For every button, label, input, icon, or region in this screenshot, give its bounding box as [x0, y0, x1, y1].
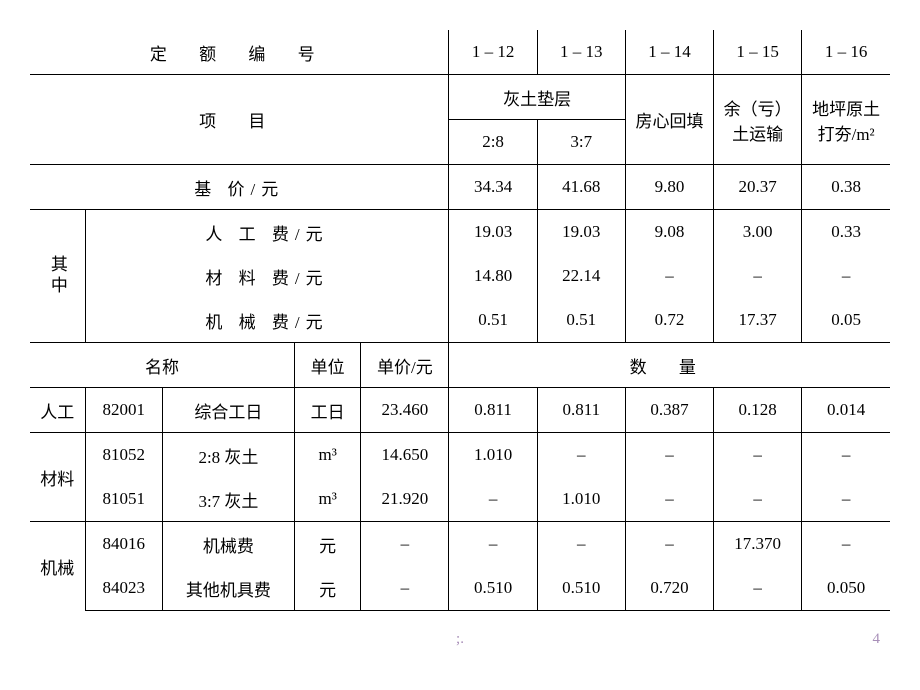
page-number: 4	[873, 631, 881, 648]
material-v4: –	[714, 254, 802, 298]
labor-v3: 9.08	[625, 210, 713, 255]
ratio-28: 2:8	[449, 120, 537, 165]
house-fill-header: 房心回填	[625, 75, 713, 165]
mat1-q5: –	[802, 433, 890, 478]
surplus-soil-header: 余（亏）土运输	[714, 75, 802, 165]
mat2-unit: m³	[295, 477, 361, 522]
breakdown-group: 其中	[30, 210, 85, 343]
labor-name: 综合工日	[162, 388, 294, 433]
mat2-q1: –	[449, 477, 537, 522]
base-price-v2: 41.68	[537, 165, 625, 210]
labor-q5: 0.014	[802, 388, 890, 433]
machine-v5: 0.05	[802, 298, 890, 343]
mach1-q3: –	[625, 522, 713, 567]
mat2-q5: –	[802, 477, 890, 522]
mach1-q4: 17.370	[714, 522, 802, 567]
material-v2: 22.14	[537, 254, 625, 298]
mach2-q5: 0.050	[802, 566, 890, 611]
mach2-q4: –	[714, 566, 802, 611]
material-v1: 14.80	[449, 254, 537, 298]
mat1-q4: –	[714, 433, 802, 478]
machine-v2: 0.51	[537, 298, 625, 343]
mach2-q2: 0.510	[537, 566, 625, 611]
base-price-v1: 34.34	[449, 165, 537, 210]
mach2-price: –	[361, 566, 449, 611]
material-v5: –	[802, 254, 890, 298]
mat1-code: 81052	[85, 433, 162, 478]
labor-v5: 0.33	[802, 210, 890, 255]
machine-group: 机械	[30, 522, 85, 611]
mat2-q3: –	[625, 477, 713, 522]
labor-group: 人工	[30, 388, 85, 433]
mach1-name: 机械费	[162, 522, 294, 567]
labor-fee-label: 人 工 费/元	[85, 210, 449, 255]
labor-q4: 0.128	[714, 388, 802, 433]
mach2-code: 84023	[85, 566, 162, 611]
labor-q2: 0.811	[537, 388, 625, 433]
code-3: 1 – 14	[625, 30, 713, 75]
mach1-q2: –	[537, 522, 625, 567]
material-group: 材料	[30, 433, 85, 522]
labor-price: 23.460	[361, 388, 449, 433]
mach1-code: 84016	[85, 522, 162, 567]
base-price-v3: 9.80	[625, 165, 713, 210]
mat2-q4: –	[714, 477, 802, 522]
material-v3: –	[625, 254, 713, 298]
material-fee-label: 材 料 费/元	[85, 254, 449, 298]
unit-header: 单位	[295, 343, 361, 388]
mat1-q1: 1.010	[449, 433, 537, 478]
machine-v4: 17.37	[714, 298, 802, 343]
labor-v2: 19.03	[537, 210, 625, 255]
mach1-q1: –	[449, 522, 537, 567]
mat1-q2: –	[537, 433, 625, 478]
labor-q1: 0.811	[449, 388, 537, 433]
mat2-price: 21.920	[361, 477, 449, 522]
code-2: 1 – 13	[537, 30, 625, 75]
mach2-unit: 元	[295, 566, 361, 611]
mat2-name: 3:7 灰土	[162, 477, 294, 522]
footer-center: ;.	[30, 631, 890, 648]
labor-unit: 工日	[295, 388, 361, 433]
machine-fee-label: 机 械 费/元	[85, 298, 449, 343]
name-header: 名称	[30, 343, 295, 388]
labor-v1: 19.03	[449, 210, 537, 255]
mat1-price: 14.650	[361, 433, 449, 478]
ratio-37: 3:7	[537, 120, 625, 165]
quantity-header: 数 量	[449, 343, 890, 388]
code-label: 定 额 编 号	[30, 30, 449, 75]
ground-tamp-header: 地坪原土打夯/m²	[802, 75, 890, 165]
lime-soil-header: 灰土垫层	[449, 75, 625, 120]
base-price-label: 基 价/元	[30, 165, 449, 210]
mat2-q2: 1.010	[537, 477, 625, 522]
mat1-unit: m³	[295, 433, 361, 478]
project-label: 项 目	[30, 75, 449, 165]
mach2-name: 其他机具费	[162, 566, 294, 611]
mat2-code: 81051	[85, 477, 162, 522]
footer: ;. 4	[30, 631, 890, 648]
labor-v4: 3.00	[714, 210, 802, 255]
mach1-price: –	[361, 522, 449, 567]
code-5: 1 – 16	[802, 30, 890, 75]
mat1-q3: –	[625, 433, 713, 478]
base-price-v4: 20.37	[714, 165, 802, 210]
mach1-q5: –	[802, 522, 890, 567]
mach2-q3: 0.720	[625, 566, 713, 611]
labor-code: 82001	[85, 388, 162, 433]
base-price-v5: 0.38	[802, 165, 890, 210]
quota-table: 定 额 编 号 1 – 12 1 – 13 1 – 14 1 – 15 1 – …	[30, 30, 890, 611]
labor-q3: 0.387	[625, 388, 713, 433]
code-4: 1 – 15	[714, 30, 802, 75]
mat1-name: 2:8 灰土	[162, 433, 294, 478]
mach1-unit: 元	[295, 522, 361, 567]
unit-price-header: 单价/元	[361, 343, 449, 388]
machine-v1: 0.51	[449, 298, 537, 343]
code-1: 1 – 12	[449, 30, 537, 75]
mach2-q1: 0.510	[449, 566, 537, 611]
machine-v3: 0.72	[625, 298, 713, 343]
